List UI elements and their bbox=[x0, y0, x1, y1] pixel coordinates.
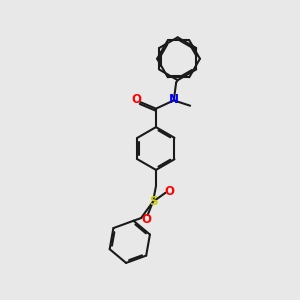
Text: S: S bbox=[149, 195, 157, 208]
Text: O: O bbox=[141, 213, 152, 226]
Text: O: O bbox=[131, 93, 141, 106]
Text: O: O bbox=[164, 184, 174, 197]
Text: N: N bbox=[169, 93, 179, 106]
